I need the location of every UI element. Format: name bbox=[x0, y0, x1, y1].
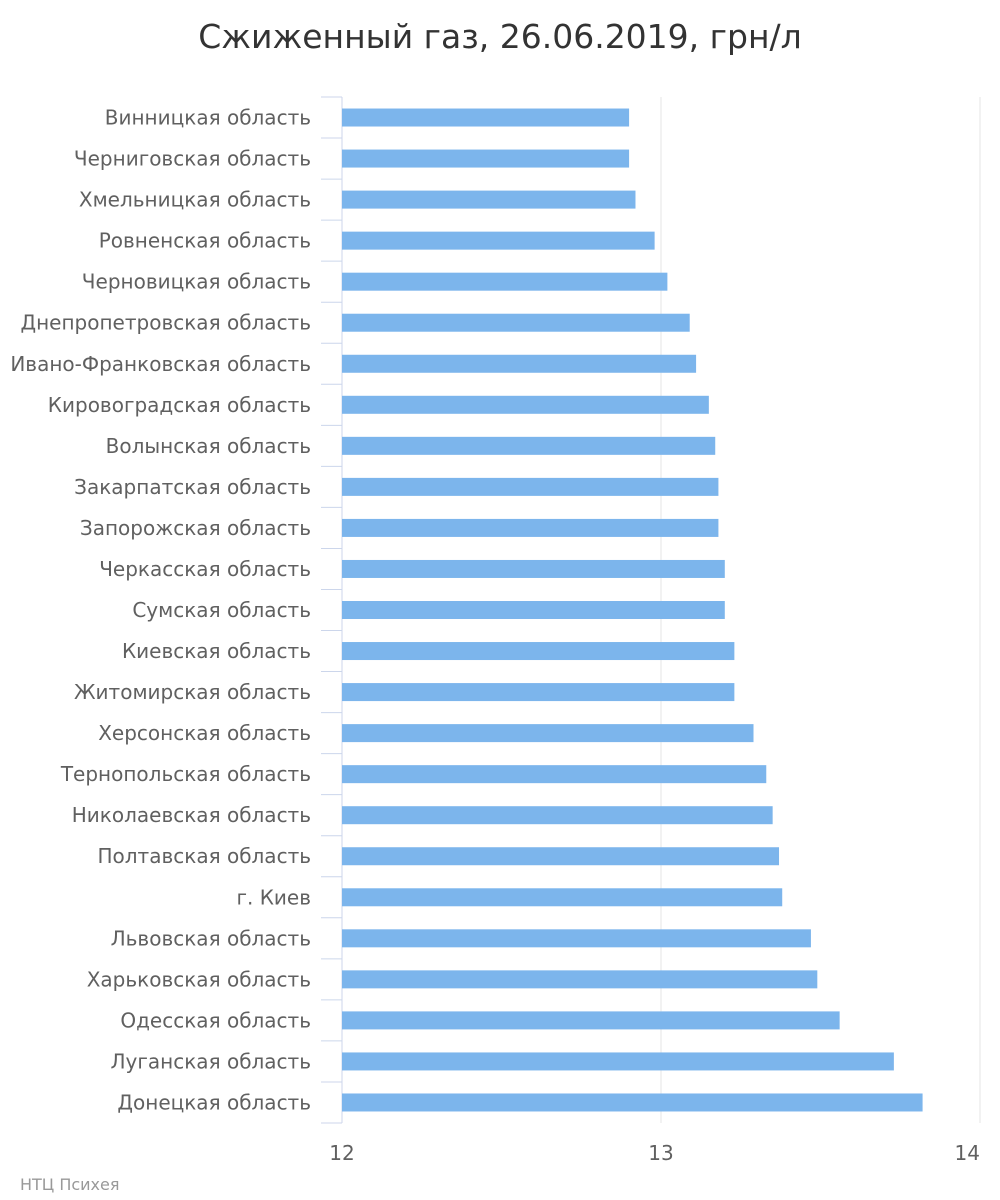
credit-label: НТЦ Психея bbox=[20, 1175, 119, 1194]
category-label: Кировоградская область bbox=[48, 393, 311, 417]
x-tick-label: 12 bbox=[329, 1141, 354, 1165]
category-label: Николаевская область bbox=[72, 803, 311, 827]
bar bbox=[342, 477, 719, 496]
bar bbox=[342, 272, 668, 291]
category-label: Одесская область bbox=[120, 1008, 311, 1032]
bars bbox=[342, 108, 923, 1112]
bar bbox=[342, 559, 725, 578]
bar bbox=[342, 888, 783, 907]
category-label: Волынская область bbox=[106, 434, 311, 458]
category-label: Черновицкая область bbox=[82, 270, 311, 294]
category-label: Ивано-Франковская область bbox=[10, 352, 311, 376]
category-label: г. Киев bbox=[236, 885, 311, 909]
category-label: Черниговская область bbox=[74, 147, 311, 171]
category-label: Днепропетровская область bbox=[20, 311, 311, 335]
category-label: Закарпатская область bbox=[74, 475, 311, 499]
x-axis-tick-labels: 12 13 14 bbox=[329, 1141, 980, 1165]
bar bbox=[342, 1011, 840, 1030]
category-label: Черкасская область bbox=[99, 557, 311, 581]
bar bbox=[342, 313, 690, 332]
category-label: Винницкая область bbox=[105, 106, 311, 130]
category-label: Ровненская область bbox=[99, 229, 311, 253]
bar bbox=[342, 724, 754, 743]
category-label: Херсонская область bbox=[98, 721, 311, 745]
category-label: Хмельницкая область bbox=[79, 188, 311, 212]
category-label: Сумская область bbox=[132, 598, 311, 622]
bar bbox=[342, 847, 780, 866]
bar bbox=[342, 1093, 923, 1112]
category-label: Киевская область bbox=[122, 639, 311, 663]
category-tick-marks bbox=[321, 96, 342, 1124]
bar bbox=[342, 929, 811, 948]
bar bbox=[342, 149, 630, 168]
bar bbox=[342, 108, 630, 127]
bar bbox=[342, 970, 818, 989]
category-label: Донецкая область bbox=[117, 1090, 311, 1114]
category-label: Житомирская область bbox=[74, 680, 311, 704]
bar bbox=[342, 601, 725, 619]
x-tick-label: 13 bbox=[648, 1141, 673, 1165]
chart-title: Сжиженный газ, 26.06.2019, грн/л bbox=[198, 17, 801, 56]
category-label: Тернопольская область bbox=[60, 762, 311, 786]
category-label: Запорожская область bbox=[80, 516, 311, 540]
category-labels: Винницкая область Черниговская область Хме… bbox=[10, 106, 311, 1115]
bar bbox=[342, 765, 767, 784]
category-label: Луганская область bbox=[111, 1049, 311, 1073]
x-tick-label: 14 bbox=[955, 1141, 980, 1165]
bar bbox=[342, 231, 655, 250]
category-label: Львовская область bbox=[111, 926, 311, 950]
bar bbox=[342, 806, 773, 825]
bar bbox=[342, 518, 719, 537]
bar bbox=[342, 436, 716, 455]
category-label: Харьковская область bbox=[87, 967, 311, 991]
bar bbox=[342, 354, 697, 373]
bar bbox=[342, 642, 735, 661]
bar bbox=[342, 1052, 894, 1071]
category-label: Полтавская область bbox=[97, 844, 311, 868]
bar bbox=[342, 683, 735, 702]
bar bbox=[342, 395, 709, 414]
bar bbox=[342, 190, 636, 209]
